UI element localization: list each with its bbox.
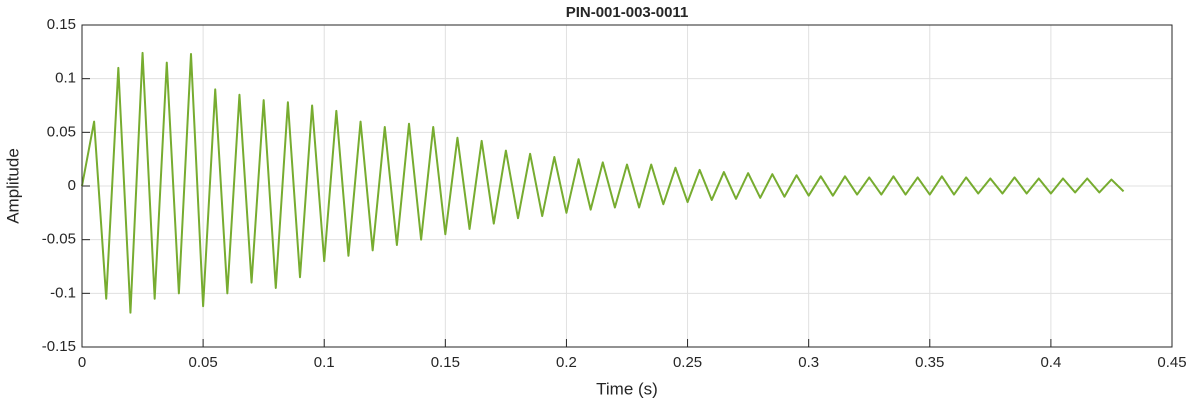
x-tick-label: 0.35 xyxy=(915,354,944,371)
y-tick-label: 0.1 xyxy=(55,70,76,87)
y-tick-label: -0.1 xyxy=(50,284,76,301)
chart-title: PIN-001-003-0011 xyxy=(566,4,689,21)
waveform xyxy=(81,51,1125,314)
x-tick-label: 0 xyxy=(78,354,86,371)
x-tick-label: 0.3 xyxy=(798,354,819,371)
x-tick-label: 0.05 xyxy=(189,354,218,371)
y-tick-label: -0.15 xyxy=(42,338,76,355)
x-tick-label: 0.15 xyxy=(431,354,460,371)
x-tick-label: 0.2 xyxy=(556,354,577,371)
y-tick-label: 0 xyxy=(68,177,76,194)
y-tick-label: 0.05 xyxy=(47,123,76,140)
y-tick-label: 0.15 xyxy=(47,16,76,33)
x-tick-label: 0.1 xyxy=(314,354,335,371)
x-tick-label: 0.45 xyxy=(1157,354,1186,371)
y-axis-label: Amplitude xyxy=(3,148,22,224)
x-axis-label: Time (s) xyxy=(596,379,658,398)
x-tick-label: 0.25 xyxy=(673,354,702,371)
x-tick-label: 0.4 xyxy=(1040,354,1061,371)
y-tick-label: -0.05 xyxy=(42,231,76,248)
plot-frame xyxy=(81,24,1173,348)
